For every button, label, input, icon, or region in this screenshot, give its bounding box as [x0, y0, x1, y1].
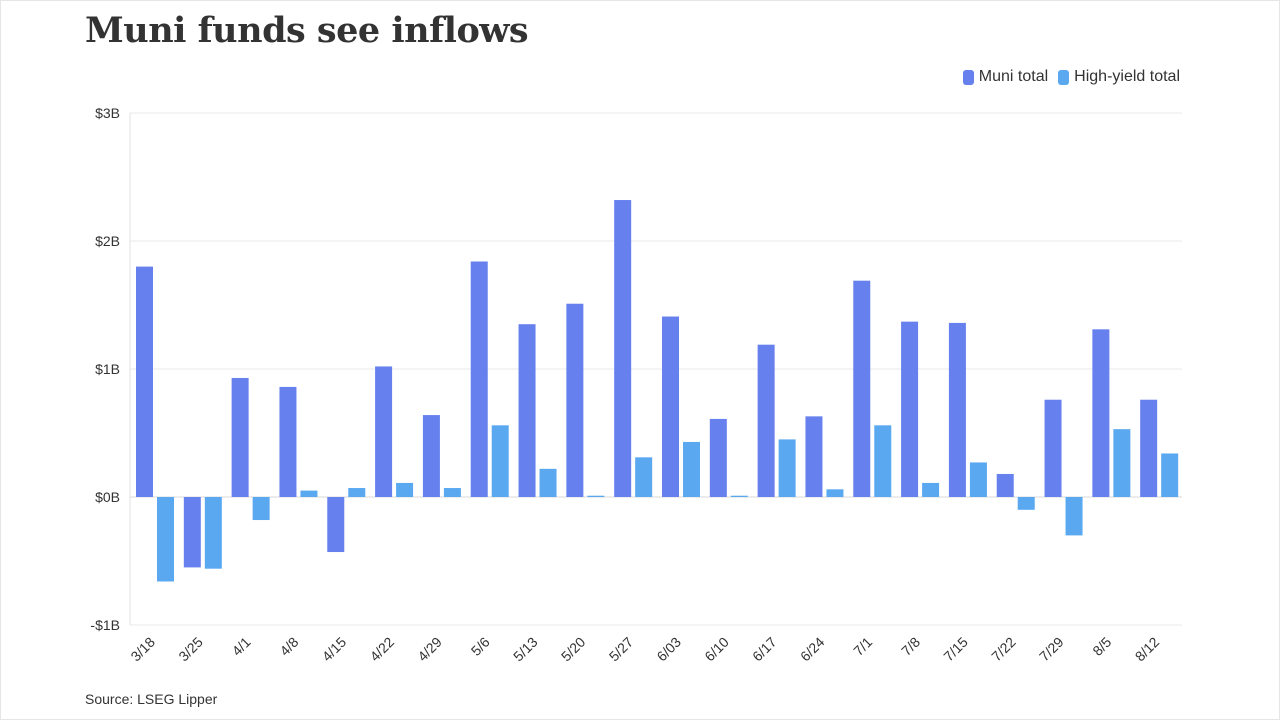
x-tick-label: 7/29 — [1036, 634, 1067, 665]
bar-high-yield — [539, 468, 557, 497]
chart-title: Muni funds see inflows — [85, 10, 529, 51]
bar-high-yield — [491, 425, 509, 497]
bar-muni — [948, 322, 966, 497]
bar-high-yield — [683, 441, 700, 497]
x-tick-label: 7/1 — [850, 634, 875, 659]
x-tick-label: 5/27 — [606, 634, 637, 665]
x-tick-label: 4/15 — [319, 634, 350, 665]
bar-high-yield — [443, 488, 461, 497]
bar-muni — [1044, 399, 1062, 497]
x-tick-label: 6/10 — [701, 634, 732, 665]
bar-muni — [662, 316, 679, 497]
bar-high-yield — [1113, 429, 1131, 497]
bar-muni — [1140, 399, 1158, 497]
x-tick-label: 3/25 — [175, 634, 206, 665]
bar-muni — [279, 386, 297, 497]
bar-high-yield — [874, 425, 892, 497]
bar-high-yield — [969, 462, 987, 497]
bar-muni — [231, 377, 249, 497]
x-tick-label: 5/20 — [558, 634, 589, 665]
bar-high-yield — [778, 439, 796, 497]
bar-muni — [757, 344, 775, 497]
bar-high-yield — [348, 488, 366, 497]
bar-high-yield — [1017, 497, 1035, 510]
bar-high-yield — [204, 497, 222, 569]
x-tick-label: 6/17 — [749, 634, 780, 665]
legend-item-high-yield: High-yield total — [1058, 68, 1180, 86]
bar-high-yield — [922, 482, 940, 497]
x-tick-label: 4/1 — [229, 634, 254, 659]
x-tick-label: 6/24 — [797, 634, 828, 665]
x-tick-label: 8/5 — [1089, 634, 1114, 659]
x-tick-label: 3/18 — [127, 634, 158, 665]
bar-high-yield — [157, 497, 174, 582]
bar-high-yield — [1161, 453, 1179, 497]
bar-muni — [853, 280, 871, 497]
x-tick-label: 7/22 — [988, 634, 1019, 665]
source-note: Source: LSEG Lipper — [85, 691, 218, 707]
bar-high-yield — [635, 457, 653, 497]
bar-muni — [566, 303, 584, 497]
y-tick-label: $0B — [95, 489, 120, 505]
x-tick-label: 4/8 — [276, 634, 301, 659]
legend-item-muni: Muni total — [962, 68, 1049, 86]
x-tick-label: 4/22 — [367, 634, 398, 665]
y-tick-label: -$1B — [90, 617, 120, 633]
y-tick-label: $3B — [95, 105, 120, 121]
y-tick-label: $1B — [95, 361, 120, 377]
bar-muni — [614, 200, 632, 498]
bar-muni — [805, 416, 823, 497]
bar-muni — [709, 418, 727, 497]
x-tick-label: 5/6 — [468, 634, 493, 659]
bar-muni — [136, 266, 153, 497]
bar-muni — [996, 473, 1014, 497]
x-tick-label: 8/12 — [1132, 634, 1163, 665]
bar-muni — [1092, 329, 1110, 497]
bar-high-yield — [1065, 497, 1083, 536]
bar-muni — [327, 497, 345, 553]
x-tick-label: 4/29 — [414, 634, 445, 665]
bar-muni — [183, 497, 201, 568]
bar-high-yield — [587, 495, 605, 497]
x-tick-label: 6/03 — [653, 634, 684, 665]
bar-muni — [901, 321, 919, 497]
y-tick-label: $2B — [95, 233, 120, 249]
bar-high-yield — [252, 497, 270, 521]
x-tick-label: 7/8 — [898, 634, 923, 659]
legend: Muni total High-yield total — [962, 68, 1180, 86]
legend-swatch-high-yield — [1058, 69, 1070, 85]
bar-muni — [422, 415, 440, 497]
bar-muni — [470, 261, 488, 497]
bar-muni — [375, 366, 393, 497]
bar-high-yield — [730, 495, 748, 497]
bar-high-yield — [826, 489, 844, 497]
x-tick-label: 5/13 — [510, 634, 541, 665]
legend-label-high-yield: High-yield total — [1074, 68, 1180, 85]
bar-muni — [518, 324, 536, 497]
bar-high-yield — [396, 482, 414, 497]
legend-swatch-muni — [962, 69, 974, 85]
x-tick-label: 7/15 — [940, 634, 971, 665]
legend-label-muni: Muni total — [978, 68, 1049, 85]
bar-high-yield — [300, 490, 318, 497]
